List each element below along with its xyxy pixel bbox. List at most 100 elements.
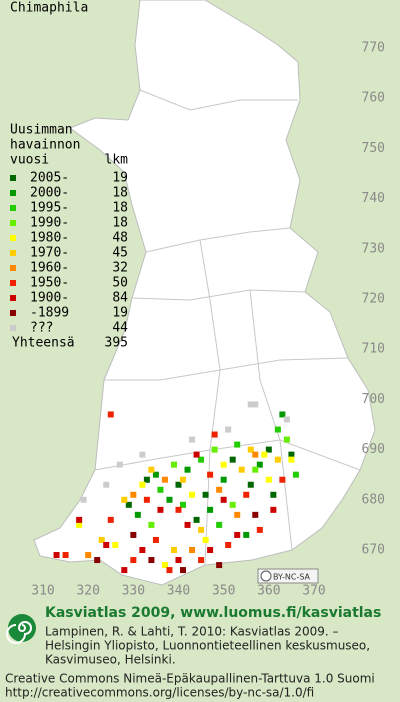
observation-cell	[76, 521, 83, 528]
legend-header: Uusimman	[10, 123, 73, 138]
region-border	[94, 89, 361, 566]
observation-cell	[98, 536, 105, 543]
observation-cell	[116, 461, 123, 468]
observation-cell	[148, 557, 155, 564]
footer-license-url: http://creativecommons.org/licenses/by-n…	[5, 686, 314, 700]
observation-cell	[234, 441, 241, 448]
observation-cell	[189, 436, 196, 443]
y-coordinate-label: 690	[362, 442, 385, 457]
observation-cell	[193, 451, 200, 458]
observation-cell	[265, 476, 272, 483]
observation-cell	[207, 506, 214, 513]
y-coordinate-label: 680	[362, 492, 385, 507]
legend-label: 1900-	[30, 291, 69, 306]
legend-label: 1995-	[30, 201, 69, 216]
legend-swatch	[10, 190, 16, 196]
legend-label: 2000-	[30, 186, 69, 201]
observation-cell	[189, 491, 196, 498]
observation-cell	[121, 496, 128, 503]
observation-cell	[152, 536, 159, 543]
observation-cell	[247, 446, 254, 453]
observation-cell	[107, 516, 114, 523]
observation-cell	[220, 496, 227, 503]
y-coordinate-label: 700	[362, 392, 385, 407]
legend-swatch	[10, 235, 16, 241]
observation-cell	[202, 491, 209, 498]
observation-cell	[288, 456, 295, 463]
observation-cell	[80, 496, 87, 503]
observation-cell	[139, 481, 146, 488]
observation-cell	[274, 426, 281, 433]
logo-mark	[8, 614, 36, 642]
observation-cell	[243, 491, 250, 498]
observation-cell	[62, 552, 69, 559]
observation-cell	[166, 567, 173, 574]
observation-cell	[161, 562, 168, 569]
legend-count: 18	[112, 201, 128, 216]
logo	[6, 614, 36, 644]
observation-cell	[125, 501, 132, 508]
observation-cell	[139, 451, 146, 458]
observation-cell	[198, 456, 205, 463]
observation-cell	[184, 466, 191, 473]
y-coordinate-label: 720	[362, 292, 385, 307]
footer-license: Creative Commons Nimeä-Epäkaupallinen-Ta…	[5, 672, 375, 686]
observation-cell	[198, 526, 205, 533]
observation-cell	[202, 536, 209, 543]
observation-cell	[252, 451, 259, 458]
x-coordinate-label: 350	[212, 584, 235, 599]
observation-cell	[85, 552, 92, 559]
x-coordinate-label: 310	[31, 584, 54, 599]
observation-cell	[234, 511, 241, 518]
observation-cell	[283, 416, 290, 423]
observation-cell	[283, 436, 290, 443]
legend-swatch	[10, 295, 16, 301]
observation-cell	[216, 562, 223, 569]
observation-cell	[279, 411, 286, 418]
x-coordinate-label: 320	[76, 584, 99, 599]
observation-cell	[274, 456, 281, 463]
legend-total-count: 395	[105, 336, 128, 351]
observation-cell	[148, 521, 155, 528]
observation-cell	[220, 476, 227, 483]
legend-swatch	[10, 280, 16, 286]
license-badge: BY-NC-SA	[257, 568, 319, 584]
observation-cell	[161, 476, 168, 483]
observation-cell	[270, 491, 277, 498]
legend-label: 1960-	[30, 261, 69, 276]
observation-cell	[216, 486, 223, 493]
observation-cell	[292, 471, 299, 478]
observation-cell	[175, 506, 182, 513]
observation-cell	[256, 461, 263, 468]
legend-label: ???	[30, 321, 53, 336]
observation-cell	[166, 496, 173, 503]
y-coordinate-label: 750	[362, 141, 385, 156]
observation-cell	[112, 541, 119, 548]
y-coordinate-label: 770	[362, 41, 385, 56]
footer-heading: Kasviatlas 2009, www.luomus.fi/kasviatla…	[45, 605, 381, 621]
legend-count: 18	[112, 186, 128, 201]
observation-cell	[234, 531, 241, 538]
observation-cell	[157, 486, 164, 493]
observation-cell	[143, 496, 150, 503]
legend-label: 1980-	[30, 231, 69, 246]
observation-cell	[220, 461, 227, 468]
legend-count: 19	[112, 306, 128, 321]
observation-cell	[243, 531, 250, 538]
observation-cell	[193, 516, 200, 523]
observation-cell	[143, 476, 150, 483]
observation-cell	[130, 557, 137, 564]
observation-cell	[175, 481, 182, 488]
footer-citation: Kasvimuseo, Helsinki.	[45, 653, 176, 667]
observation-cell	[207, 471, 214, 478]
observation-cell	[211, 446, 218, 453]
legend-swatch	[10, 325, 16, 331]
observation-cell	[130, 531, 137, 538]
observation-cell	[270, 506, 277, 513]
y-coordinate-label: 730	[362, 241, 385, 256]
observation-cell	[103, 541, 110, 548]
legend-header: vuosi	[10, 153, 49, 168]
observation-cell	[170, 547, 177, 553]
legend-count: 50	[112, 276, 128, 291]
map-title: Chimaphila	[10, 1, 88, 16]
